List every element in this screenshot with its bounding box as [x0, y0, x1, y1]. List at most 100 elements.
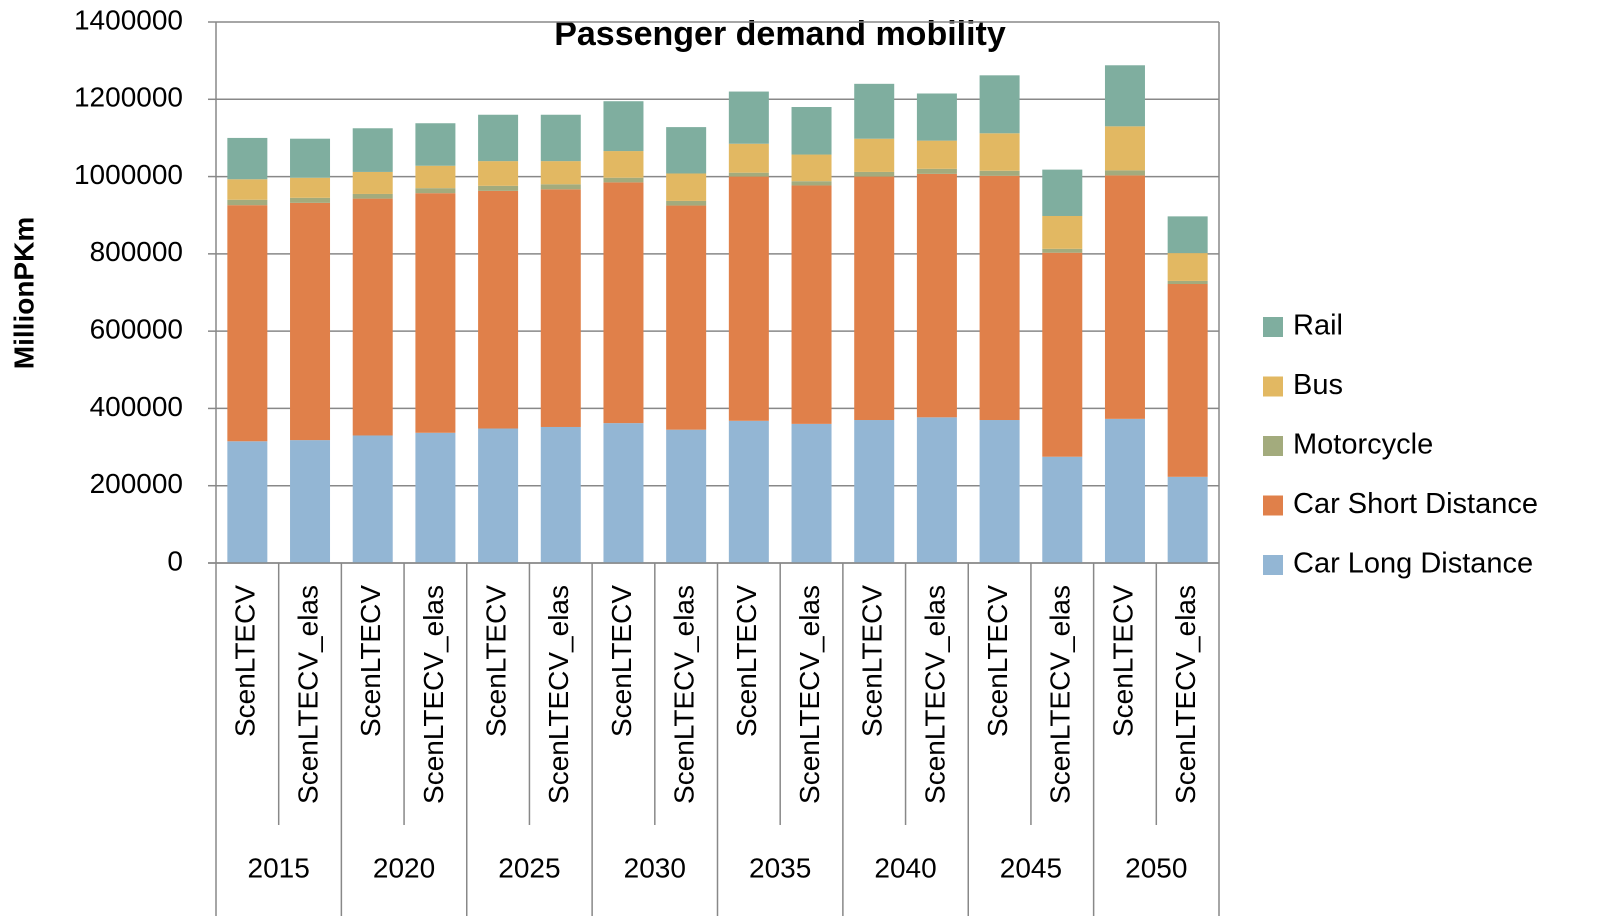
group-label: 2050 — [1125, 852, 1187, 883]
bar-segment — [1042, 215, 1083, 249]
bar-segment — [352, 193, 393, 199]
bar-segment — [728, 420, 769, 563]
x-tick-label: ScenLTECV — [480, 585, 511, 737]
legend-swatch — [1263, 436, 1283, 456]
bar-segment — [916, 93, 957, 141]
bar-segment — [791, 154, 832, 182]
bar-segment — [1104, 126, 1145, 171]
bar-segment — [1104, 418, 1145, 563]
x-tick-label: ScenLTECV_elas — [1045, 585, 1076, 804]
bar-segment — [1104, 170, 1145, 176]
bar-segment — [1167, 216, 1208, 254]
bar-segment — [540, 426, 581, 563]
bar-segment — [916, 168, 957, 174]
bar-segment — [728, 176, 769, 421]
bar-segment — [290, 138, 331, 178]
x-tick-label: ScenLTECV — [606, 585, 637, 737]
x-tick-label: ScenLTECV — [230, 585, 261, 737]
bar-segment — [352, 128, 393, 172]
bar-segment — [666, 173, 707, 201]
bar-segment — [854, 83, 895, 139]
bar-segment — [415, 188, 456, 194]
y-tick-label: 1000000 — [74, 159, 183, 190]
legend-label: Car Short Distance — [1293, 488, 1538, 520]
legend-swatch — [1263, 495, 1283, 516]
bar-segment — [603, 101, 644, 152]
y-tick-label: 400000 — [90, 391, 183, 422]
bar-segment — [791, 181, 832, 186]
chart-title: Passenger demand mobility — [554, 15, 1006, 53]
bar-segment — [791, 185, 832, 424]
bar-segment — [415, 165, 456, 189]
x-tick-label: ScenLTECV_elas — [292, 585, 323, 804]
bar-segment — [1167, 476, 1208, 563]
legend-swatch — [1263, 376, 1283, 397]
bar-segment — [1167, 280, 1208, 284]
bar-segment — [603, 423, 644, 563]
bar-segment — [540, 161, 581, 185]
bar-segment — [415, 123, 456, 166]
bar-segment — [1167, 283, 1208, 477]
bar-segment — [728, 172, 769, 177]
x-tick-label: ScenLTECV — [355, 585, 386, 737]
x-tick-label: ScenLTECV_elas — [543, 585, 574, 804]
bar-segment — [979, 170, 1020, 176]
x-tick-label: ScenLTECV_elas — [794, 585, 825, 804]
y-tick-label: 600000 — [90, 314, 183, 345]
x-tick-label: ScenLTECV — [982, 585, 1013, 737]
bar-segment — [854, 138, 895, 172]
bar-segment — [666, 205, 707, 430]
bar-segment — [290, 177, 331, 198]
bar-segment — [854, 171, 895, 177]
legend-label: Bus — [1293, 369, 1343, 401]
bar-segment — [540, 184, 581, 190]
group-label: 2020 — [373, 852, 435, 883]
group-label: 2040 — [874, 852, 936, 883]
bar-segment — [227, 199, 268, 206]
bar-segment — [1104, 65, 1145, 127]
bar-segment — [1042, 456, 1083, 563]
legend-label: Motorcycle — [1293, 429, 1433, 461]
bar-segment — [540, 114, 581, 162]
bar-segment — [478, 161, 519, 186]
bar-segment — [540, 189, 581, 427]
bar-segment — [979, 175, 1020, 421]
bar-segment — [603, 177, 644, 183]
bar-segment — [290, 440, 331, 563]
x-tick-label: ScenLTECV_elas — [919, 585, 950, 804]
bar-segment — [227, 137, 268, 180]
bar-segment — [979, 420, 1020, 563]
bar-segment — [478, 428, 519, 563]
bar-segment — [979, 133, 1020, 171]
bar-segment — [854, 176, 895, 421]
x-tick-label: ScenLTECV_elas — [669, 585, 700, 804]
bar-segment — [1104, 175, 1145, 419]
bar-segment — [290, 197, 331, 203]
bar-segment — [227, 205, 268, 442]
bar-segment — [478, 114, 519, 162]
group-label: 2025 — [498, 852, 560, 883]
bar-segment — [478, 190, 519, 429]
bar-segment — [666, 429, 707, 563]
x-tick-label: ScenLTECV_elas — [1170, 585, 1201, 804]
bar-segment — [415, 193, 456, 433]
bar-segment — [791, 107, 832, 155]
legend-swatch — [1263, 317, 1283, 337]
bar-segment — [916, 173, 957, 418]
bar-segment — [478, 185, 519, 191]
x-tick-label: ScenLTECV — [1107, 585, 1138, 737]
bar-segment — [352, 435, 393, 563]
y-axis-label: MillionPKm — [8, 217, 39, 369]
bar-segment — [352, 198, 393, 436]
bar-segment — [415, 432, 456, 563]
legend-label: Rail — [1293, 310, 1343, 342]
bar-segment — [290, 202, 331, 441]
x-tick-label: ScenLTECV — [731, 585, 762, 737]
y-tick-label: 800000 — [90, 236, 183, 267]
group-label: 2030 — [624, 852, 686, 883]
bar-segment — [854, 420, 895, 563]
bar-segment — [791, 423, 832, 563]
group-label: 2035 — [749, 852, 811, 883]
bar-segment — [352, 171, 393, 194]
